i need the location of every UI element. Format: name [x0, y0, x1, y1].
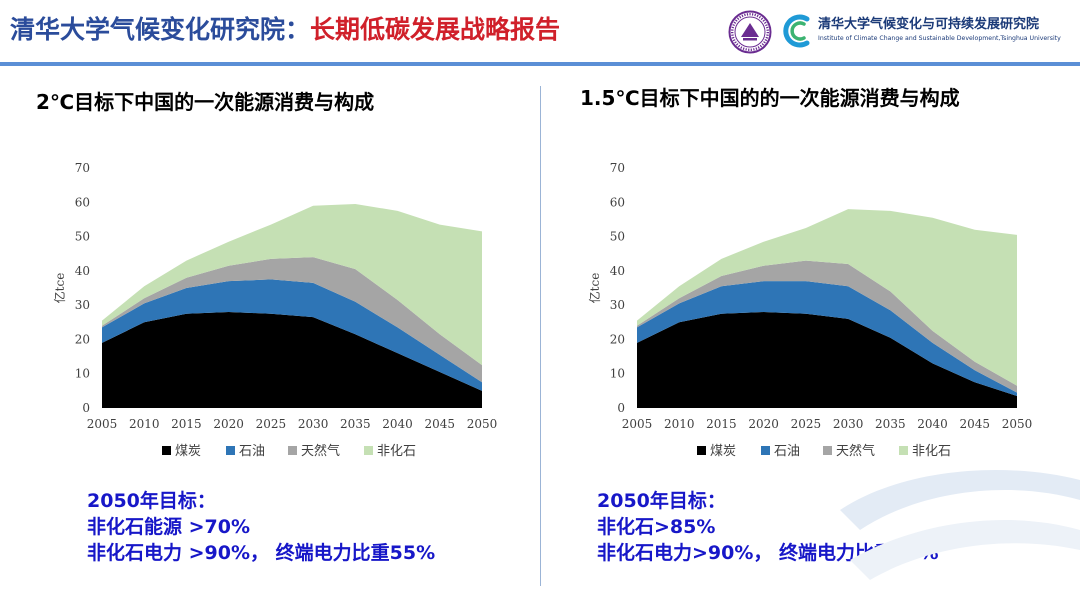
x-tick-label: 2035	[875, 417, 906, 431]
left-targets: 2050年目标： 非化石能源 >70% 非化石电力 >90%， 终端电力比重55…	[87, 488, 435, 566]
institute-logo-icon	[783, 14, 810, 48]
legend-swatch-nonfossil	[899, 446, 908, 455]
area-nonfossil	[637, 209, 1017, 386]
x-tick-label: 2015	[171, 417, 202, 431]
area-oil	[637, 281, 1017, 396]
legend-swatch-coal	[697, 446, 706, 455]
title-report: 长期低碳发展战略报告	[310, 15, 561, 44]
y-tick-label: 60	[75, 195, 90, 209]
y-axis-label: 亿tce	[587, 273, 602, 304]
title-institute: 清华大学气候变化研究院：	[10, 15, 311, 44]
institute-name-en: Institute of Climate Change and Sustaina…	[818, 35, 1061, 42]
right-target-heading: 2050年目标：	[597, 490, 726, 512]
y-tick-label: 10	[610, 367, 625, 381]
legend-swatch-gas	[823, 446, 832, 455]
legend-swatch-gas	[288, 446, 297, 455]
y-tick-label: 40	[75, 264, 90, 278]
y-tick-label: 70	[75, 161, 90, 175]
legend-swatch-oil	[226, 446, 235, 455]
decorative-swoosh	[840, 470, 1080, 580]
x-tick-label: 2050	[1002, 417, 1033, 431]
legend-label-nonfossil: 非化石	[912, 444, 951, 459]
right-target-nonfossil: 非化石>85%	[597, 516, 716, 538]
panel-divider	[540, 86, 541, 586]
legend-swatch-coal	[162, 446, 171, 455]
x-tick-label: 2020	[748, 417, 779, 431]
x-tick-label: 2025	[791, 417, 822, 431]
area-coal	[637, 312, 1017, 408]
x-tick-label: 2050	[467, 417, 498, 431]
tsinghua-seal-logo	[728, 10, 772, 54]
header-divider-bar	[0, 62, 1080, 66]
area-oil	[102, 279, 482, 391]
y-tick-label: 50	[75, 230, 90, 244]
legend-swatch-nonfossil	[364, 446, 373, 455]
legend-label-coal: 煤炭	[710, 444, 736, 459]
header: 清华大学气候变化研究院：长期低碳发展战略报告 清华大学气候变化与可持续发展研究院…	[0, 0, 1080, 62]
legend-label-coal: 煤炭	[175, 444, 201, 459]
area-coal	[102, 312, 482, 408]
y-tick-label: 10	[75, 367, 90, 381]
x-tick-label: 2030	[298, 417, 329, 431]
y-tick-label: 30	[610, 298, 625, 312]
left-target-heading: 2050年目标：	[87, 490, 216, 512]
right-chart-title: 1.5℃目标下中国的的一次能源消费与构成	[580, 86, 960, 110]
y-tick-label: 30	[75, 298, 90, 312]
legend-label-oil: 石油	[774, 444, 800, 459]
y-tick-label: 20	[610, 332, 625, 346]
y-tick-label: 60	[610, 195, 625, 209]
legend-label-gas: 天然气	[301, 443, 340, 459]
left-target-nonfossil: 非化石能源 >70%	[87, 516, 251, 538]
x-tick-label: 2005	[622, 417, 653, 431]
y-tick-label: 70	[610, 161, 625, 175]
x-tick-label: 2020	[213, 417, 244, 431]
x-tick-label: 2010	[664, 417, 695, 431]
left-target-power: 非化石电力 >90%， 终端电力比重55%	[87, 542, 436, 564]
institute-name-cn: 清华大学气候变化与可持续发展研究院	[818, 17, 1040, 32]
page-title: 清华大学气候变化研究院：长期低碳发展战略报告	[10, 12, 560, 48]
y-tick-label: 20	[75, 332, 90, 346]
x-tick-label: 2030	[833, 417, 864, 431]
x-tick-label: 2045	[960, 417, 991, 431]
legend-label-gas: 天然气	[836, 443, 875, 459]
x-tick-label: 2040	[917, 417, 948, 431]
legend-swatch-oil	[761, 446, 770, 455]
x-tick-label: 2005	[87, 417, 118, 431]
x-tick-label: 2045	[425, 417, 456, 431]
x-tick-label: 2040	[382, 417, 413, 431]
area-gas	[102, 257, 482, 383]
legend-label-oil: 石油	[239, 444, 265, 459]
y-tick-label: 0	[82, 401, 90, 415]
y-tick-label: 0	[617, 401, 625, 415]
x-tick-label: 2025	[256, 417, 287, 431]
y-tick-label: 50	[610, 230, 625, 244]
x-tick-label: 2010	[129, 417, 160, 431]
x-tick-label: 2015	[706, 417, 737, 431]
area-nonfossil	[102, 204, 482, 366]
left-chart-title: 2℃目标下中国的一次能源消费与构成	[36, 90, 375, 114]
legend-label-nonfossil: 非化石	[377, 444, 416, 459]
y-tick-label: 40	[610, 264, 625, 278]
y-axis-label: 亿tce	[52, 273, 67, 304]
x-tick-label: 2035	[340, 417, 371, 431]
